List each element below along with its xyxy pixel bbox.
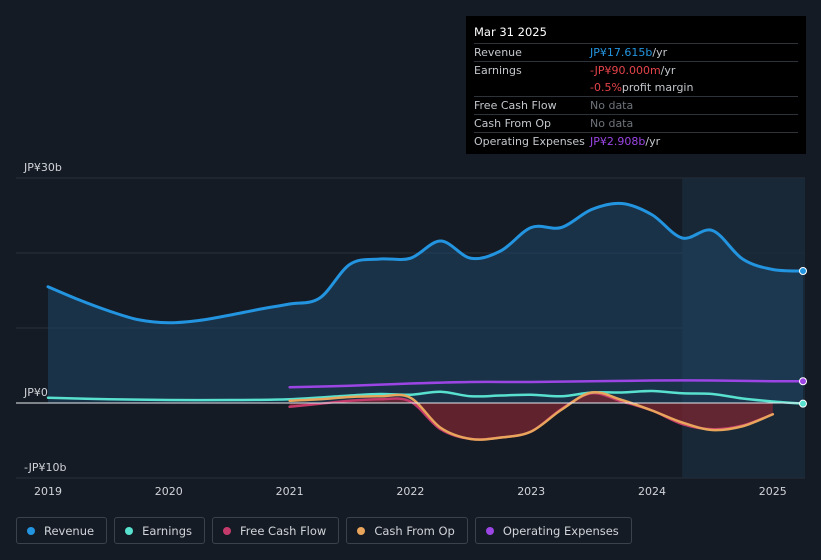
x-tick-label: 2021	[276, 485, 304, 498]
y-tick-label: JP¥30b	[23, 161, 62, 174]
tooltip-value-revenue: JP¥17.615b	[590, 46, 653, 59]
line-earnings	[46, 389, 805, 405]
tooltip-value-margin: -0.5%	[590, 81, 622, 94]
area-free-cash-flow	[289, 393, 773, 440]
x-tick-label: 2020	[155, 485, 183, 498]
legend-item-free-cash-flow[interactable]: Free Cash Flow	[212, 517, 340, 544]
legend-dot-icon	[357, 526, 366, 535]
tooltip-label	[474, 79, 590, 96]
area-revenue	[48, 203, 803, 403]
tooltip-unit: /yr	[652, 46, 668, 59]
legend-label: Free Cash Flow	[240, 523, 327, 538]
tooltip-row-cfo: Cash From Op No data	[474, 114, 798, 132]
legend-label: Cash From Op	[374, 523, 455, 538]
line-revenue	[46, 201, 805, 325]
legend-item-operating-expenses[interactable]: Operating Expenses	[474, 517, 632, 544]
x-tick-label: 2024	[638, 485, 666, 498]
legend-item-revenue[interactable]: Revenue	[16, 517, 108, 544]
tooltip-value-cfo: No data	[590, 117, 634, 130]
x-tick-label: 2019	[34, 485, 62, 498]
tooltip-value-earnings: -JP¥90.000m	[590, 64, 661, 77]
marker-operating-expenses	[799, 377, 807, 386]
legend-dot-icon	[485, 526, 494, 535]
tooltip-value-fcf: No data	[590, 99, 634, 112]
tooltip-label: Operating Expenses	[474, 135, 585, 148]
legend-label: Revenue	[44, 523, 95, 538]
line-cash-from-op	[288, 390, 775, 441]
x-tick-label: 2022	[396, 485, 424, 498]
marker-earnings	[799, 399, 807, 408]
tooltip-row-fcf: Free Cash Flow No data	[474, 96, 798, 114]
line-operating-expenses	[288, 379, 805, 389]
y-axis-labels: JP¥30b JP¥0 -JP¥10b	[23, 161, 66, 474]
legend-dot-icon	[125, 526, 134, 535]
tooltip-row-opex: Operating Expenses JP¥2.908b /yr	[474, 132, 798, 150]
tooltip-label: Earnings	[474, 64, 522, 77]
end-markers	[799, 267, 807, 408]
tooltip-label: Free Cash Flow	[474, 99, 557, 112]
tooltip-row-revenue: Revenue JP¥17.615b /yr	[474, 43, 798, 61]
x-axis-labels: 2019 2020 2021 2022 2023 2024 2025	[34, 485, 787, 498]
tooltip-label: Cash From Op	[474, 117, 552, 130]
tooltip-unit: /yr	[645, 135, 661, 148]
tooltip-row-margin: -0.5% profit margin	[474, 79, 798, 96]
x-tick-label: 2023	[517, 485, 545, 498]
y-tick-label: -JP¥10b	[24, 461, 66, 474]
tooltip-date: Mar 31 2025	[474, 25, 547, 39]
tooltip-label: Revenue	[474, 46, 522, 59]
y-tick-label: JP¥0	[23, 386, 48, 399]
legend-item-earnings[interactable]: Earnings	[114, 517, 205, 544]
legend: Revenue Earnings Free Cash Flow Cash Fro…	[16, 517, 632, 544]
tooltip: Mar 31 2025 Revenue JP¥17.615b /yr Earni…	[466, 16, 806, 154]
legend-label: Earnings	[142, 523, 192, 538]
legend-dot-icon	[223, 526, 231, 535]
tooltip-value-opex: JP¥2.908b	[590, 135, 646, 148]
x-tick-label: 2025	[759, 485, 787, 498]
marker-revenue	[799, 267, 807, 275]
tooltip-unit: profit margin	[621, 81, 694, 94]
tooltip-row-earnings: Earnings -JP¥90.000m /yr	[474, 61, 798, 79]
series-layer	[46, 201, 805, 441]
legend-dot-icon	[27, 526, 35, 535]
tooltip-unit: /yr	[660, 64, 676, 77]
legend-item-cash-from-op[interactable]: Cash From Op	[346, 517, 468, 544]
legend-label: Operating Expenses	[502, 523, 619, 538]
